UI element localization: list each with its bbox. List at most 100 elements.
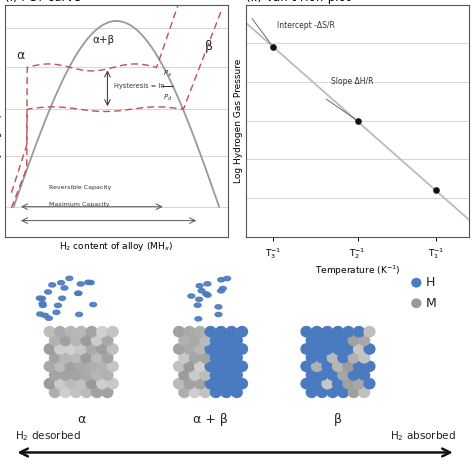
Text: (i) PCT curve: (i) PCT curve: [5, 0, 81, 4]
Circle shape: [226, 361, 237, 372]
Circle shape: [55, 327, 65, 337]
Circle shape: [44, 327, 55, 337]
Circle shape: [173, 327, 184, 337]
Circle shape: [327, 370, 338, 380]
Circle shape: [343, 379, 354, 389]
Text: α+β: α+β: [92, 35, 114, 45]
Circle shape: [179, 335, 190, 346]
Ellipse shape: [215, 305, 222, 309]
Circle shape: [65, 361, 76, 372]
Ellipse shape: [218, 289, 225, 293]
Ellipse shape: [188, 294, 195, 298]
Ellipse shape: [45, 290, 52, 294]
Circle shape: [60, 370, 71, 380]
Ellipse shape: [204, 293, 211, 297]
Circle shape: [348, 353, 359, 363]
Circle shape: [44, 379, 55, 389]
Circle shape: [71, 353, 82, 363]
Ellipse shape: [39, 296, 46, 301]
Circle shape: [354, 361, 365, 372]
Circle shape: [311, 379, 322, 389]
Circle shape: [327, 335, 338, 346]
Circle shape: [60, 387, 71, 397]
Circle shape: [364, 379, 375, 389]
Ellipse shape: [203, 292, 210, 296]
Circle shape: [81, 335, 92, 346]
Circle shape: [311, 344, 322, 354]
Circle shape: [195, 361, 205, 372]
Circle shape: [221, 335, 232, 346]
Circle shape: [231, 353, 242, 363]
Circle shape: [200, 335, 210, 346]
Circle shape: [81, 370, 92, 380]
Circle shape: [327, 353, 338, 363]
Circle shape: [173, 361, 184, 372]
Circle shape: [55, 344, 65, 354]
Circle shape: [333, 361, 343, 372]
Ellipse shape: [76, 312, 82, 317]
Circle shape: [348, 335, 359, 346]
Circle shape: [60, 335, 71, 346]
Circle shape: [49, 335, 60, 346]
Circle shape: [102, 335, 113, 346]
Circle shape: [301, 327, 312, 337]
Circle shape: [359, 370, 370, 380]
Circle shape: [76, 379, 87, 389]
Circle shape: [65, 344, 76, 354]
Ellipse shape: [55, 303, 61, 308]
Circle shape: [102, 370, 113, 380]
Circle shape: [317, 370, 328, 380]
Ellipse shape: [412, 299, 421, 308]
Ellipse shape: [215, 312, 222, 317]
Circle shape: [205, 344, 216, 354]
Circle shape: [97, 327, 108, 337]
Point: [354, 117, 361, 125]
Circle shape: [44, 361, 55, 372]
Circle shape: [359, 335, 370, 346]
Text: H$_2$ absorbed: H$_2$ absorbed: [390, 429, 456, 443]
Circle shape: [322, 344, 333, 354]
Circle shape: [317, 335, 328, 346]
Circle shape: [184, 344, 195, 354]
Circle shape: [338, 387, 348, 397]
Text: $P_a$: $P_a$: [164, 69, 172, 79]
Text: Hysteresis = ln: Hysteresis = ln: [114, 83, 164, 89]
Circle shape: [338, 370, 348, 380]
Ellipse shape: [39, 303, 46, 308]
Ellipse shape: [224, 276, 230, 281]
Circle shape: [333, 344, 343, 354]
Text: β: β: [204, 40, 212, 53]
Ellipse shape: [46, 316, 52, 320]
Circle shape: [216, 344, 227, 354]
Circle shape: [184, 361, 195, 372]
Ellipse shape: [90, 302, 97, 307]
Ellipse shape: [58, 281, 64, 285]
Circle shape: [237, 327, 247, 337]
Circle shape: [205, 327, 216, 337]
Ellipse shape: [196, 283, 203, 288]
Circle shape: [348, 370, 359, 380]
Circle shape: [237, 379, 247, 389]
Circle shape: [49, 370, 60, 380]
Circle shape: [354, 379, 365, 389]
X-axis label: H$_2$ content of alloy (MH$_x$): H$_2$ content of alloy (MH$_x$): [59, 240, 173, 253]
Ellipse shape: [218, 278, 225, 282]
Circle shape: [306, 387, 317, 397]
Ellipse shape: [87, 281, 94, 285]
Circle shape: [343, 327, 354, 337]
Circle shape: [91, 353, 102, 363]
Circle shape: [86, 327, 97, 337]
Circle shape: [322, 379, 333, 389]
Circle shape: [210, 370, 221, 380]
Circle shape: [364, 361, 375, 372]
Text: Slope ΔH/R: Slope ΔH/R: [331, 77, 374, 86]
Circle shape: [359, 387, 370, 397]
Circle shape: [306, 335, 317, 346]
Y-axis label: Hydrogen pressure: Hydrogen pressure: [0, 78, 2, 164]
Circle shape: [91, 370, 102, 380]
Y-axis label: Log Hydrogen Gas Pressure: Log Hydrogen Gas Pressure: [234, 59, 243, 183]
Circle shape: [65, 379, 76, 389]
Circle shape: [76, 344, 87, 354]
Text: M: M: [426, 297, 437, 310]
Circle shape: [76, 361, 87, 372]
